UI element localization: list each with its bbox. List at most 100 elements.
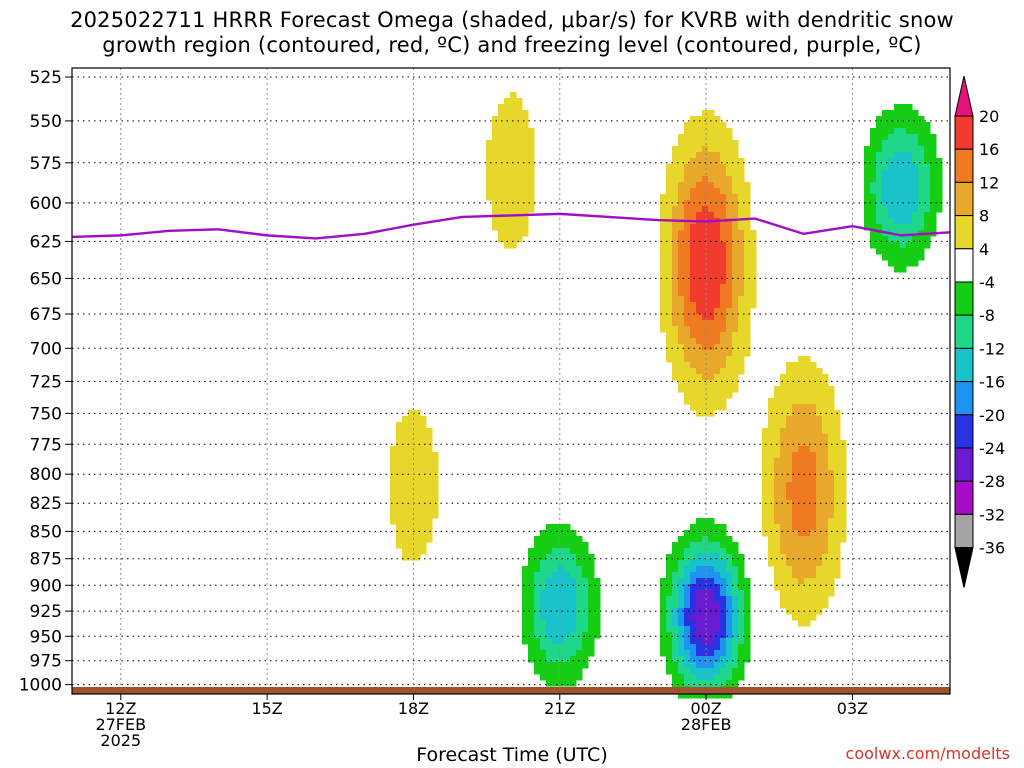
omega-cell <box>828 590 835 597</box>
omega-cell <box>834 536 841 543</box>
omega-cell <box>660 632 667 639</box>
omega-cell <box>432 488 439 495</box>
omega-cell <box>900 212 907 219</box>
omega-cell <box>882 164 889 171</box>
omega-cell <box>552 638 559 645</box>
omega-cell <box>564 554 571 561</box>
omega-cell <box>798 590 805 597</box>
omega-cell <box>792 428 799 435</box>
omega-cell <box>684 134 691 141</box>
omega-cell <box>810 452 817 459</box>
omega-cell <box>690 290 697 297</box>
omega-cell <box>870 128 877 135</box>
omega-cell <box>408 452 415 459</box>
omega-cell <box>894 104 901 111</box>
omega-cell <box>528 554 535 561</box>
omega-cell <box>720 170 727 177</box>
omega-cell <box>900 134 907 141</box>
omega-cell <box>408 542 415 549</box>
omega-cell <box>822 572 829 579</box>
omega-cell <box>726 140 733 147</box>
omega-cell <box>882 152 889 159</box>
omega-cell <box>714 308 721 315</box>
omega-cell <box>816 368 823 375</box>
omega-cell <box>906 146 913 153</box>
omega-cell <box>804 584 811 591</box>
omega-cell <box>822 458 829 465</box>
omega-cell <box>684 278 691 285</box>
omega-cell <box>522 182 529 189</box>
omega-cell <box>900 248 907 255</box>
omega-cell <box>516 194 523 201</box>
omega-cell <box>414 434 421 441</box>
omega-cell <box>582 584 589 591</box>
omega-cell <box>660 302 667 309</box>
omega-cell <box>684 530 691 537</box>
omega-cell <box>900 230 907 237</box>
omega-cell <box>726 572 733 579</box>
omega-cell <box>834 548 841 555</box>
omega-cell <box>684 632 691 639</box>
omega-cell <box>684 146 691 153</box>
omega-cell <box>810 560 817 567</box>
omega-cell <box>486 158 493 165</box>
omega-cell <box>720 206 727 213</box>
omega-cell <box>726 674 733 681</box>
omega-cell <box>816 590 823 597</box>
omega-cell <box>804 380 811 387</box>
omega-cell <box>666 626 673 633</box>
omega-cell <box>696 572 703 579</box>
omega-cell <box>744 212 751 219</box>
omega-cell <box>792 392 799 399</box>
omega-cell <box>522 194 529 201</box>
omega-cell <box>666 608 673 615</box>
omega-cell <box>912 122 919 129</box>
omega-cell <box>720 320 727 327</box>
omega-cell <box>900 140 907 147</box>
omega-cell <box>792 578 799 585</box>
omega-cell <box>798 506 805 513</box>
omega-cell <box>828 542 835 549</box>
omega-cell <box>912 248 919 255</box>
omega-cell <box>402 488 409 495</box>
omega-cell <box>876 170 883 177</box>
omega-cell <box>828 512 835 519</box>
omega-cell <box>510 230 517 237</box>
omega-cell <box>678 674 685 681</box>
omega-cell <box>414 548 421 555</box>
omega-cell <box>744 344 751 351</box>
omega-cell <box>408 428 415 435</box>
omega-cell <box>564 680 571 687</box>
omega-cell <box>414 464 421 471</box>
omega-cell <box>822 542 829 549</box>
omega-cell <box>726 350 733 357</box>
omega-cell <box>924 140 931 147</box>
omega-cell <box>570 644 577 651</box>
omega-cell <box>678 254 685 261</box>
omega-cell <box>426 536 433 543</box>
omega-cell <box>720 140 727 147</box>
omega-cell <box>828 578 835 585</box>
omega-cell <box>546 638 553 645</box>
omega-cell <box>726 152 733 159</box>
omega-cell <box>762 488 769 495</box>
omega-cell <box>726 164 733 171</box>
omega-cell <box>822 410 829 417</box>
omega-cell <box>774 458 781 465</box>
omega-cell <box>564 650 571 657</box>
omega-cell <box>534 584 541 591</box>
omega-cell <box>690 632 697 639</box>
omega-cell <box>930 218 937 225</box>
omega-cell <box>678 332 685 339</box>
omega-cell <box>420 494 427 501</box>
omega-cell <box>522 170 529 177</box>
omega-cell <box>696 662 703 669</box>
x-tick-label: 27FEB <box>95 715 146 734</box>
credit-text[interactable]: coolwx.com/modelts <box>845 744 1010 763</box>
omega-cell <box>696 392 703 399</box>
omega-cell <box>864 176 871 183</box>
omega-cell <box>666 278 673 285</box>
omega-cell <box>810 554 817 561</box>
omega-cell <box>672 266 679 273</box>
omega-cell <box>522 230 529 237</box>
